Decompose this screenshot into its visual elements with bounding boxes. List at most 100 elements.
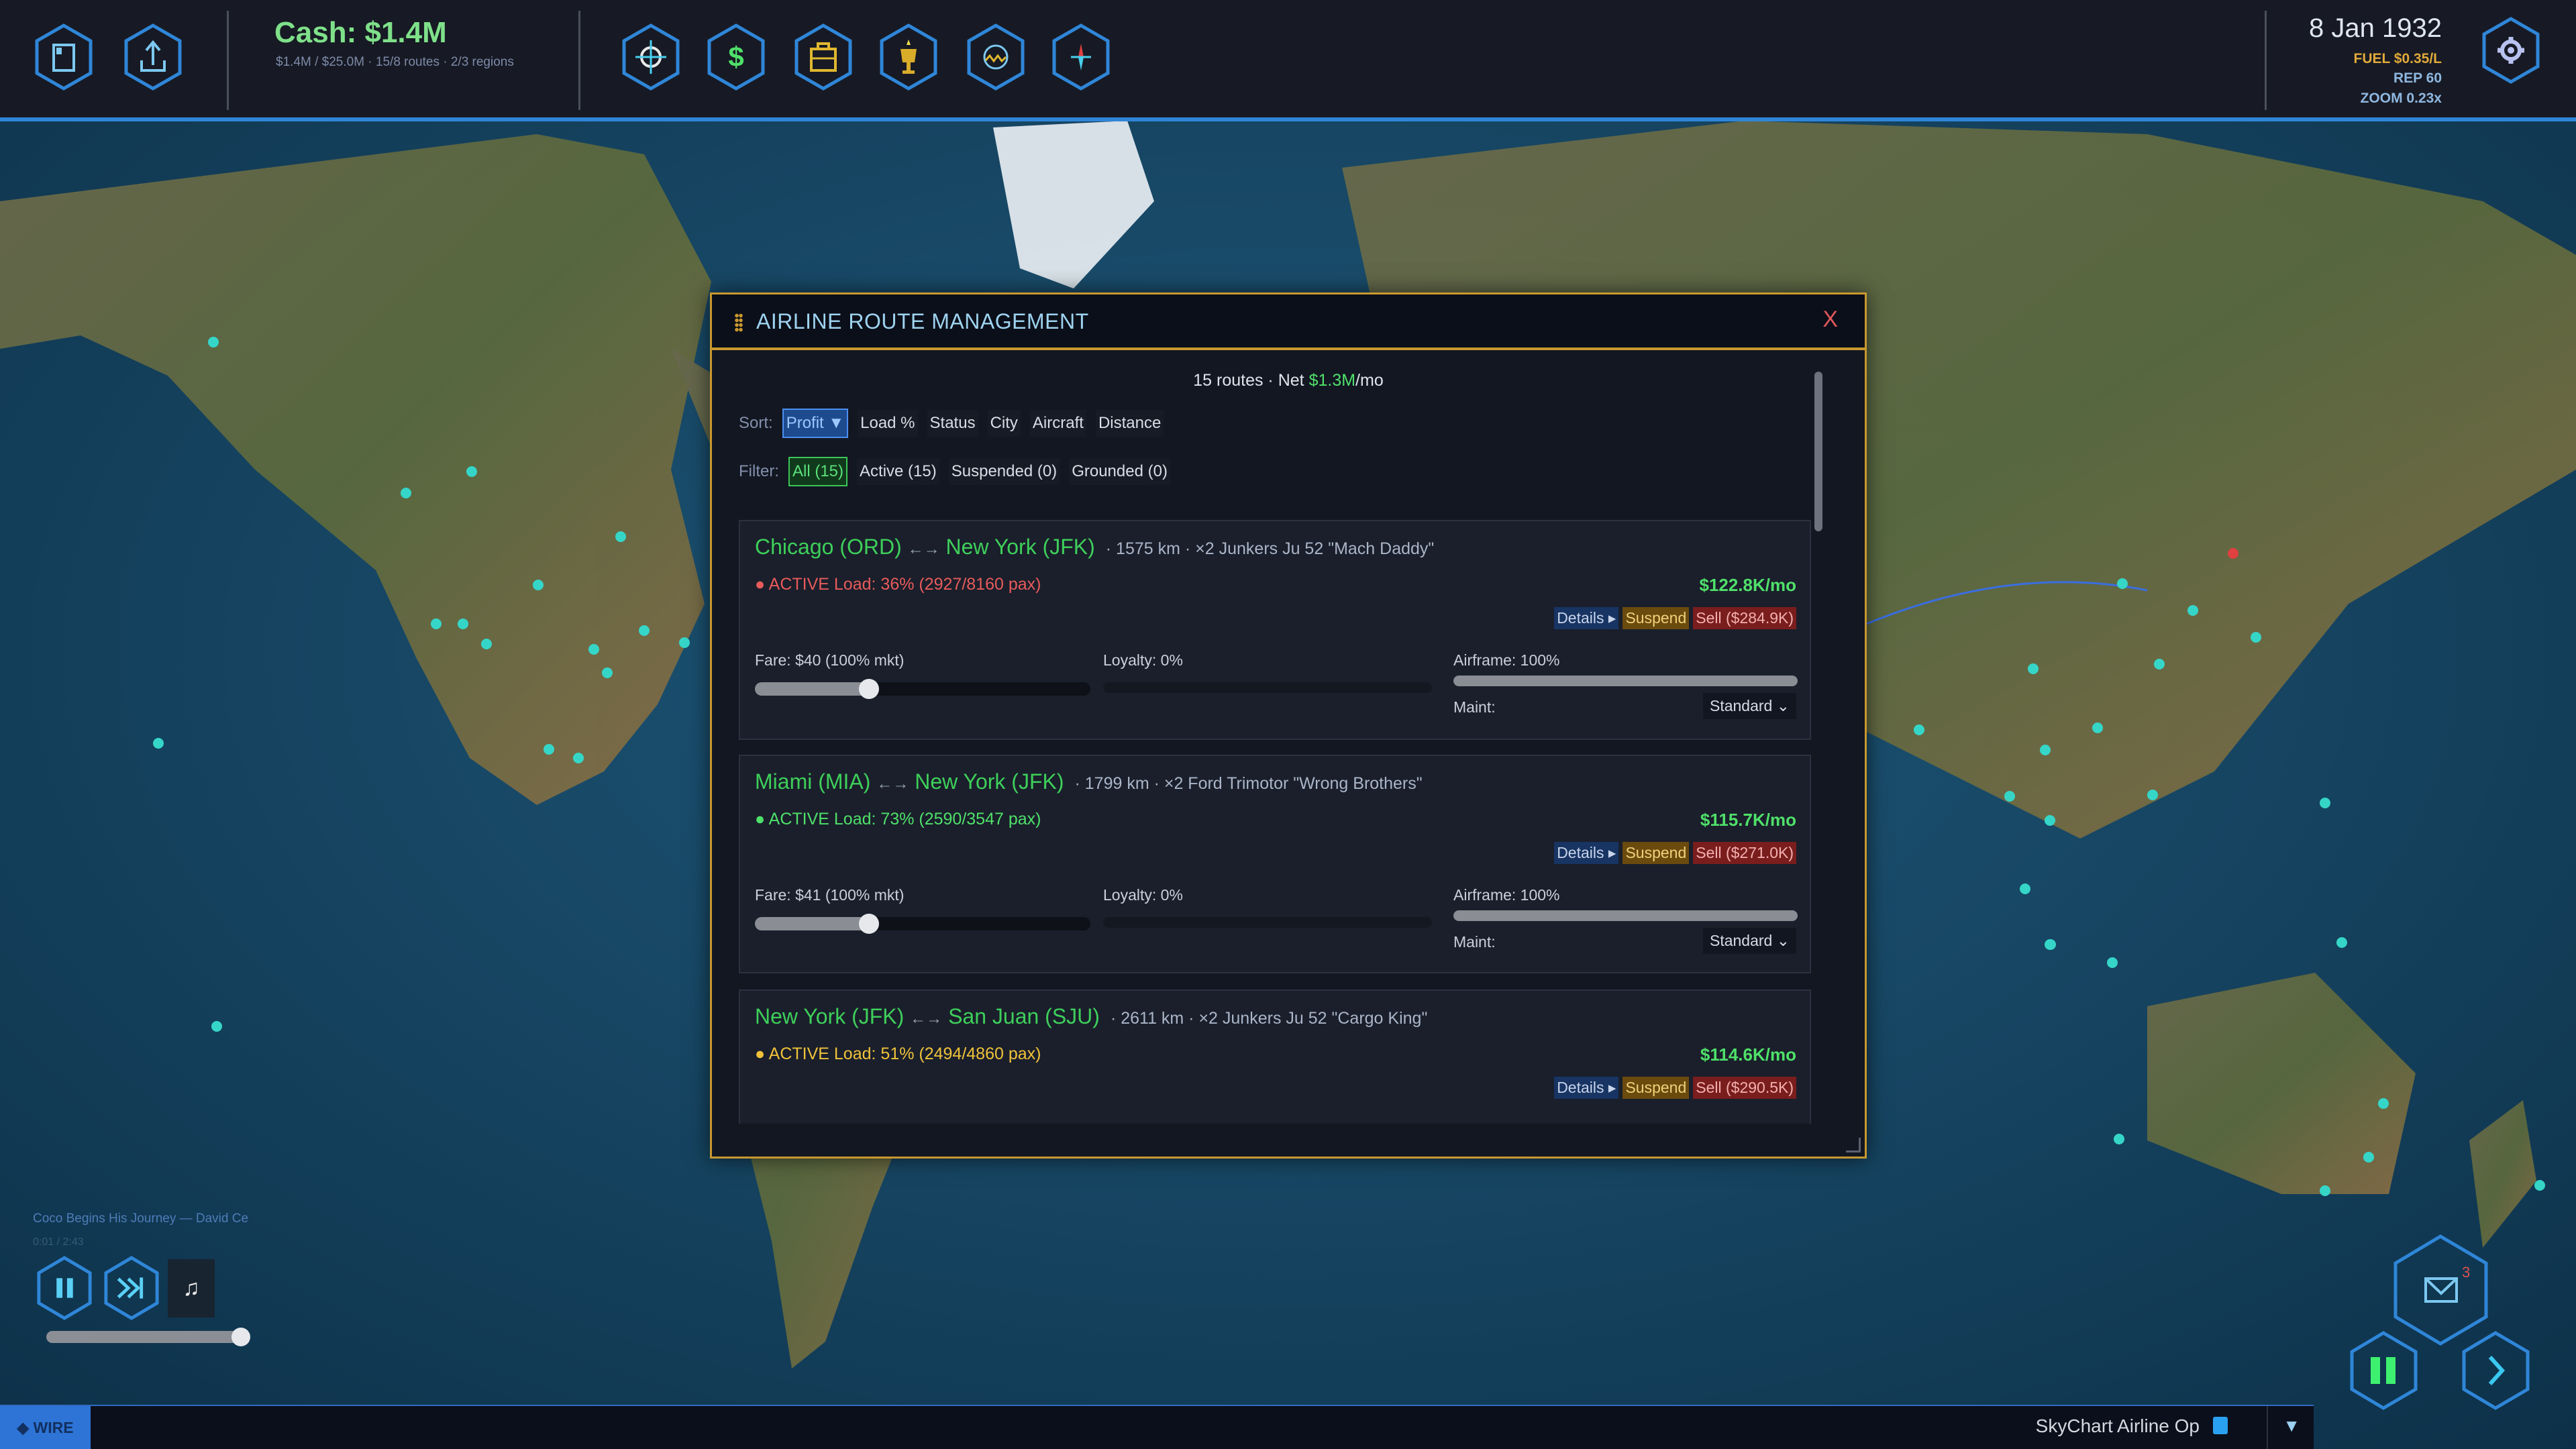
top-bar: Cash: $1.4M $1.4M / $25.0M · 15/8 routes… xyxy=(0,0,2576,121)
fare-slider-fill xyxy=(755,682,869,696)
filter-active[interactable]: Active (15) xyxy=(857,458,939,485)
suspend-button[interactable]: Suspend xyxy=(1622,842,1690,864)
airframe-label: Airframe: 100% xyxy=(1453,651,1560,669)
airframe-bar-fill xyxy=(1453,910,1798,921)
pause-icon xyxy=(2350,1331,2418,1410)
route-card: Chicago (ORD) ←→ New York (JFK) · 1575 km… xyxy=(739,520,1811,740)
music-note-button[interactable]: ♫ xyxy=(168,1259,215,1318)
fare-slider[interactable] xyxy=(755,914,1090,934)
details-button[interactable]: Details ▸ xyxy=(1554,842,1619,864)
briefcase-icon xyxy=(794,23,852,91)
continents xyxy=(0,121,2576,1368)
filter-suspended[interactable]: Suspended (0) xyxy=(948,458,1060,485)
dialog-title: AIRLINE ROUTE MANAGEMENT xyxy=(756,309,1089,333)
zoom-level: ZOOM 0.23x xyxy=(2360,91,2442,106)
airframe-bar xyxy=(1453,910,1798,921)
sort-distance[interactable]: Distance xyxy=(1095,410,1164,437)
maint-select[interactable]: Standard ⌄ xyxy=(1702,693,1796,719)
wire-button[interactable]: ◆ WIRE xyxy=(0,1406,91,1449)
dropdown-toggle[interactable]: ▼ xyxy=(2283,1415,2300,1436)
finance-button[interactable]: $ xyxy=(706,23,766,91)
details-button[interactable]: Details ▸ xyxy=(1554,607,1619,629)
track-time: 0:01 / 2:43 xyxy=(33,1236,84,1248)
export-button[interactable] xyxy=(123,23,183,91)
route-profit: $114.6K/mo xyxy=(1700,1044,1796,1065)
chevron-right-icon xyxy=(2462,1331,2530,1410)
sort-profit[interactable]: Profit ▼ xyxy=(782,409,849,438)
fleet-button[interactable] xyxy=(793,23,854,91)
hub-marker[interactable] xyxy=(2228,548,2238,559)
airframe-bar-fill xyxy=(1453,676,1798,686)
origin-city: Miami (MIA) xyxy=(755,769,871,794)
divider xyxy=(2265,11,2267,110)
save-button[interactable] xyxy=(34,23,94,91)
route-title[interactable]: Miami (MIA) ←→ New York (JFK) · 1799 km ·… xyxy=(755,769,1423,794)
filter-label: Filter: xyxy=(739,462,779,480)
world-button[interactable] xyxy=(966,23,1026,91)
music-skip-button[interactable] xyxy=(102,1254,161,1322)
filter-all[interactable]: All (15) xyxy=(788,457,848,486)
sort-load[interactable]: Load % xyxy=(858,410,918,437)
divider xyxy=(227,11,229,110)
save-icon xyxy=(35,23,93,91)
bidirectional-arrow-icon: ←→ xyxy=(876,775,909,793)
game-speed-button[interactable] xyxy=(2461,1330,2531,1411)
fare-slider-knob[interactable] xyxy=(859,914,879,934)
suspend-button[interactable]: Suspend xyxy=(1622,607,1690,629)
suspend-button[interactable]: Suspend xyxy=(1622,1077,1690,1099)
drag-handle-icon[interactable] xyxy=(735,313,743,332)
volume-slider[interactable] xyxy=(46,1328,250,1346)
routes-button[interactable] xyxy=(621,23,681,91)
settings-button[interactable] xyxy=(2481,17,2541,84)
route-actions: Details ▸ Suspend Sell ($271.0K) xyxy=(1554,842,1796,864)
airport-markers[interactable] xyxy=(153,337,2545,1196)
reputation: REP 60 xyxy=(2393,70,2442,86)
route-actions: Details ▸ Suspend Sell ($290.5K) xyxy=(1554,1077,1796,1099)
route-status: ● ACTIVE Load: 51% (2494/4860 pax) xyxy=(755,1044,1041,1063)
bidirectional-arrow-icon: ←→ xyxy=(907,540,940,558)
sort-status[interactable]: Status xyxy=(927,410,978,437)
summary-net: $1.3M xyxy=(1308,371,1356,390)
game-pause-button[interactable] xyxy=(2349,1330,2419,1411)
export-icon xyxy=(124,23,182,91)
sort-city[interactable]: City xyxy=(987,410,1021,437)
destination-city: New York (JFK) xyxy=(915,769,1064,794)
route-card: New York (JFK) ←→ San Juan (SJU) · 2611 k… xyxy=(739,989,1811,1124)
close-button[interactable]: X xyxy=(1822,307,1838,332)
destination-city: San Juan (SJU) xyxy=(948,1004,1100,1028)
trophy-icon xyxy=(880,23,937,91)
sell-button[interactable]: Sell ($284.9K) xyxy=(1693,607,1796,629)
route-meta: · 2611 km · ×2 Junkers Ju 52 "Cargo King… xyxy=(1110,1009,1428,1028)
achievements-button[interactable] xyxy=(878,23,939,91)
fare-slider-fill xyxy=(755,917,869,930)
route-management-dialog: AIRLINE ROUTE MANAGEMENT X 15 routes · N… xyxy=(710,292,1867,1159)
volume-knob[interactable] xyxy=(231,1328,250,1346)
mail-button[interactable]: 3 xyxy=(2392,1233,2489,1347)
app-name: SkyChart Airline Op xyxy=(2035,1415,2200,1436)
sell-button[interactable]: Sell ($290.5K) xyxy=(1693,1077,1796,1099)
dialog-header[interactable]: AIRLINE ROUTE MANAGEMENT X xyxy=(712,294,1865,350)
compass-icon xyxy=(1052,23,1110,91)
fare-slider-knob[interactable] xyxy=(859,679,879,699)
route-title[interactable]: New York (JFK) ←→ San Juan (SJU) · 2611 k… xyxy=(755,1004,1427,1029)
summary-unit: /mo xyxy=(1355,371,1384,390)
cash-summary: $1.4M / $25.0M · 15/8 routes · 2/3 regio… xyxy=(276,55,514,69)
loyalty-bar xyxy=(1103,917,1432,928)
scrollbar[interactable] xyxy=(1814,372,1822,531)
loyalty-label: Loyalty: 0% xyxy=(1103,651,1183,669)
track-title: Coco Begins His Journey — David Ce xyxy=(33,1212,249,1226)
music-pause-button[interactable] xyxy=(35,1254,94,1322)
origin-city: New York (JFK) xyxy=(755,1004,905,1028)
sort-aircraft[interactable]: Aircraft xyxy=(1029,410,1086,437)
sell-button[interactable]: Sell ($271.0K) xyxy=(1693,842,1796,864)
navigation-button[interactable] xyxy=(1051,23,1111,91)
route-title[interactable]: Chicago (ORD) ←→ New York (JFK) · 1575 km… xyxy=(755,535,1434,559)
filter-row: Filter: All (15) Active (15) Suspended (… xyxy=(739,457,1170,486)
details-button[interactable]: Details ▸ xyxy=(1554,1077,1619,1099)
resize-handle[interactable] xyxy=(1846,1138,1861,1152)
fare-label: Fare: $40 (100% mkt) xyxy=(755,651,905,669)
maint-select[interactable]: Standard ⌄ xyxy=(1702,928,1796,954)
filter-grounded[interactable]: Grounded (0) xyxy=(1069,458,1170,485)
fare-slider[interactable] xyxy=(755,679,1090,699)
